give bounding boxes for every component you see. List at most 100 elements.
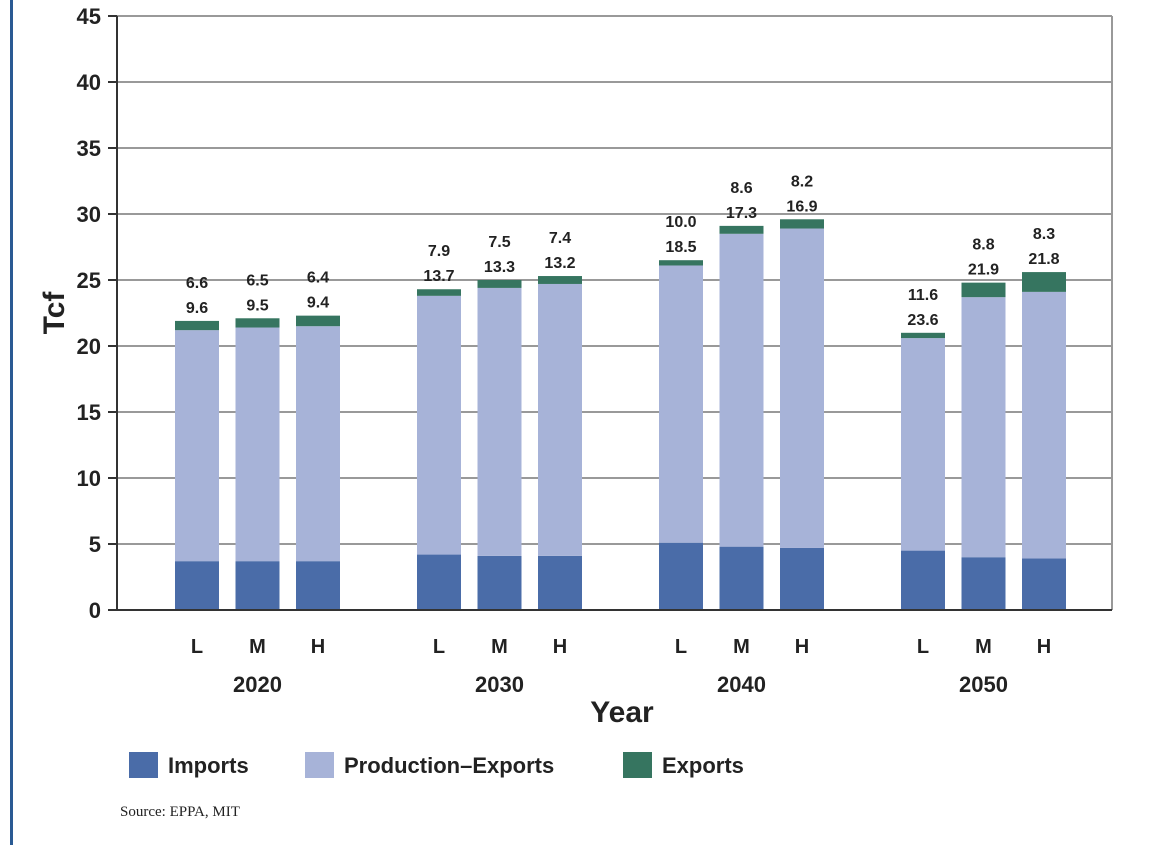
y-tick-label: 5: [89, 532, 101, 557]
data-label-bottom: 9.4: [307, 295, 329, 312]
y-tick-label: 25: [77, 268, 101, 293]
x-bar-label: H: [553, 636, 567, 658]
legend: Imports Production–Exports Exports: [129, 752, 744, 778]
bar-segment-production_exports: [296, 326, 340, 562]
data-label-top: 8.3: [1033, 226, 1055, 243]
bar-segment-imports: [901, 550, 945, 610]
bars: 9.6 6.6 9.5 6.5 9.4 6.4 13.7 7.9 13.3 7.5 13.2 7.4 1…: [175, 173, 1066, 610]
bar-segment-exports: [296, 315, 340, 327]
legend-swatch-production_exports: [305, 752, 334, 778]
bar-segment-production_exports: [719, 233, 764, 547]
data-label-top: 8.8: [972, 237, 994, 254]
bar-segment-imports: [175, 561, 219, 610]
data-label-bottom: 17.3: [726, 205, 757, 222]
data-label-top: 11.6: [908, 287, 938, 304]
bar-segment-production_exports: [659, 265, 703, 543]
data-label-top: 8.2: [791, 173, 813, 190]
bar-segment-exports: [417, 289, 461, 296]
data-label-top: 8.6: [730, 180, 752, 197]
bar-segment-imports: [659, 542, 703, 610]
bar-segment-exports: [961, 282, 1006, 298]
data-label-bottom: 16.9: [786, 198, 817, 215]
data-label-bottom: 13.7: [423, 268, 454, 285]
y-axis-label: Tcf: [38, 291, 71, 335]
legend-swatch-imports: [129, 752, 158, 778]
data-label-bottom: 21.8: [1028, 251, 1059, 268]
data-label-top: 7.4: [549, 230, 571, 247]
bar-segment-production_exports: [417, 295, 461, 555]
data-label-top: 6.6: [186, 275, 208, 292]
x-bar-label: M: [249, 636, 266, 658]
bar-segment-imports: [719, 546, 764, 610]
bar-segment-exports: [901, 332, 945, 339]
legend-label-imports: Imports: [168, 753, 249, 778]
x-group-label: 2040: [717, 672, 766, 697]
bar-segment-imports: [477, 555, 522, 610]
x-group-label: 2030: [475, 672, 524, 697]
x-bar-label: H: [1037, 636, 1051, 658]
x-group-label: 2050: [959, 672, 1008, 697]
y-tick-label: 35: [77, 136, 101, 161]
bar-segment-imports: [961, 557, 1006, 610]
x-bar-label: M: [491, 636, 508, 658]
y-tick-label: 40: [77, 70, 101, 95]
data-label-top: 6.5: [246, 272, 268, 289]
data-label-bottom: 18.5: [665, 239, 696, 256]
data-label-bottom: 23.6: [907, 312, 938, 329]
data-label-bottom: 13.3: [484, 259, 515, 276]
x-axis-label: Year: [590, 696, 654, 729]
x-group-label: 2020: [233, 672, 282, 697]
y-tick-label: 20: [77, 334, 101, 359]
data-label-bottom: 9.5: [246, 297, 268, 314]
y-tick-label: 30: [77, 202, 101, 227]
data-label-top: 7.9: [428, 243, 450, 260]
bar-segment-exports: [477, 280, 522, 288]
legend-label-exports: Exports: [662, 753, 744, 778]
data-label-top: 7.5: [488, 234, 510, 251]
bar-segment-production_exports: [175, 330, 219, 562]
x-bar-label: L: [191, 636, 203, 658]
bar-segment-exports: [780, 219, 824, 229]
bar-segment-exports: [719, 225, 764, 234]
legend-swatch-exports: [623, 752, 652, 778]
bar-segment-exports: [235, 318, 280, 328]
x-bar-label: L: [917, 636, 929, 658]
bar-segment-exports: [659, 260, 703, 266]
x-bar-label: M: [975, 636, 992, 658]
data-label-bottom: 13.2: [544, 255, 575, 272]
x-axis: L M H 2020 L M H 2030 L M H 2040 L M H 2050: [117, 609, 1112, 697]
data-label-top: 6.4: [307, 270, 329, 287]
data-label-top: 10.0: [665, 214, 696, 231]
x-bar-label: H: [311, 636, 325, 658]
bar-segment-imports: [538, 555, 582, 610]
bar-segment-production_exports: [538, 283, 582, 556]
legend-label-production_exports: Production–Exports: [344, 753, 554, 778]
bar-segment-exports: [538, 276, 582, 284]
data-label-bottom: 9.6: [186, 300, 208, 317]
bar-segment-exports: [175, 320, 219, 331]
bar-segment-imports: [296, 561, 340, 610]
gridlines: [117, 15, 1113, 610]
y-axis: 0 5 10 15 20 25 30 35 40 45: [77, 4, 118, 623]
y-tick-label: 45: [77, 4, 101, 29]
data-label-bottom: 21.9: [968, 262, 999, 279]
x-bar-label: L: [675, 636, 687, 658]
y-tick-label: 15: [77, 400, 101, 425]
x-bar-label: M: [733, 636, 750, 658]
left-border-rule: [10, 0, 13, 845]
bar-segment-imports: [1022, 558, 1066, 610]
bar-segment-production_exports: [1022, 291, 1066, 559]
bar-segment-production_exports: [901, 338, 945, 551]
bar-segment-imports: [417, 554, 461, 610]
bar-segment-production_exports: [235, 327, 280, 562]
bar-segment-production_exports: [477, 287, 522, 556]
x-bar-label: L: [433, 636, 445, 658]
y-tick-label: 0: [89, 598, 101, 623]
bar-segment-exports: [1022, 272, 1066, 292]
source-note: Source: EPPA, MIT: [120, 804, 240, 820]
x-bar-label: H: [795, 636, 809, 658]
bar-segment-production_exports: [780, 228, 824, 548]
bar-segment-imports: [780, 547, 824, 610]
bar-segment-production_exports: [961, 297, 1006, 558]
